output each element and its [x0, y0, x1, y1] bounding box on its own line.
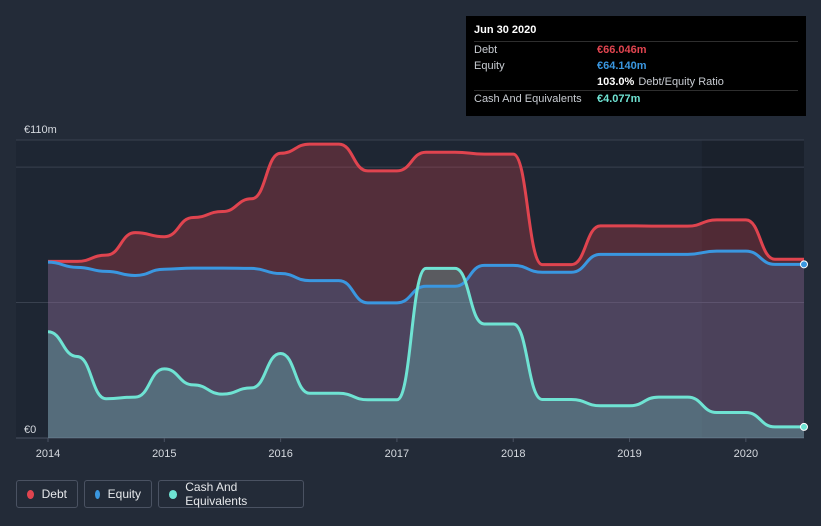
legend-label-debt: Debt [41, 487, 67, 501]
equity-dot-icon [95, 489, 100, 499]
tooltip-row-cash: Cash And Equivalents €4.077m [474, 90, 798, 107]
legend-label-equity: Equity [107, 487, 141, 501]
tooltip-label-debt: Debt [474, 44, 498, 56]
series-line-equity [47, 249, 804, 305]
highlight-region [701, 140, 804, 438]
tooltip-value-ratio: 103.0% [597, 76, 635, 88]
tooltip-label-cash: Cash And Equivalents [474, 93, 582, 105]
series-line-cash [47, 266, 804, 429]
x-tick-label: 2015 [152, 448, 176, 460]
legend-item-debt[interactable]: Debt [16, 480, 78, 508]
end-marker-equity [800, 260, 808, 269]
debt-dot-icon [27, 489, 34, 499]
series-area-debt [48, 144, 804, 438]
tooltip-label-equity: Equity [474, 60, 505, 72]
tooltip-row-equity: Equity €64.140m [474, 58, 798, 74]
x-tick-label: 2016 [268, 448, 292, 460]
tooltip-row-debt: Debt €66.046m [474, 41, 798, 58]
tooltip-date: Jun 30 2020 [474, 24, 537, 36]
x-tick-label: 2020 [734, 448, 758, 460]
x-tick-label: 2017 [385, 448, 409, 460]
x-tick-label: 2019 [617, 448, 641, 460]
tooltip-value-equity: €64.140m [597, 60, 647, 72]
tooltip-ratio-suffix: Debt/Equity Ratio [638, 76, 724, 88]
end-marker-cash [800, 422, 808, 431]
cash-dot-icon [169, 489, 178, 499]
x-tick-label: 2018 [501, 448, 525, 460]
y-tick-label: €110m [24, 124, 57, 136]
tooltip-value-debt: €66.046m [597, 44, 647, 56]
tooltip: Jun 30 2020 Debt €66.046m Equity €64.140… [466, 16, 806, 116]
tooltip-value-cash: €4.077m [597, 93, 641, 105]
legend-label-cash: Cash And Equivalents [185, 480, 248, 508]
x-tick-label: 2014 [36, 448, 60, 460]
series-area-cash [48, 268, 804, 438]
legend-item-equity[interactable]: Equity [84, 480, 152, 508]
legend-item-cash[interactable]: Cash And Equivalents [158, 480, 304, 508]
series-line-debt [48, 142, 804, 267]
y-tick-label: €0 [24, 424, 36, 436]
tooltip-ratio-wrap: 103.0% Debt/Equity Ratio [597, 74, 724, 90]
tooltip-row-ratio: 103.0% Debt/Equity Ratio [474, 74, 798, 90]
